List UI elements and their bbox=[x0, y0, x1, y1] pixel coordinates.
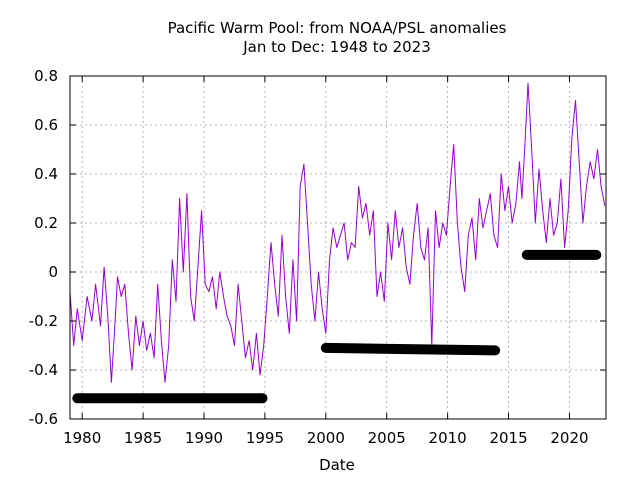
x-tick-label: 1990 bbox=[185, 429, 223, 447]
x-tick-label: 1985 bbox=[124, 429, 162, 447]
y-tick-label: 0.8 bbox=[34, 67, 58, 85]
y-tick-label: -0.2 bbox=[29, 312, 58, 330]
chart-title-line-1: Pacific Warm Pool: from NOAA/PSL anomali… bbox=[168, 19, 507, 37]
plot-frame bbox=[69, 75, 607, 420]
chart-title-line-2: Jan to Dec: 1948 to 2023 bbox=[242, 38, 431, 56]
axis-ticks: 1980 1985 1990 1995 2000 2005 2010 2015 2020 -0.6… bbox=[29, 67, 606, 447]
y-tick-label: 0.4 bbox=[34, 165, 58, 183]
y-tick-label: -0.6 bbox=[29, 410, 58, 428]
y-tick-label: -0.4 bbox=[29, 361, 58, 379]
anomaly-series-line bbox=[69, 82, 606, 383]
x-tick-label: 1995 bbox=[246, 429, 284, 447]
plot-series bbox=[69, 82, 606, 404]
x-tick-label: 2000 bbox=[307, 429, 345, 447]
x-tick-label: 1980 bbox=[63, 429, 101, 447]
y-tick-label: 0.2 bbox=[34, 214, 58, 232]
mean-segment-line-2 bbox=[320, 342, 501, 356]
x-tick-label: 2005 bbox=[368, 429, 406, 447]
y-tick-label: 0 bbox=[48, 263, 58, 281]
x-axis-label: Date bbox=[319, 456, 355, 474]
x-tick-label: 2010 bbox=[429, 429, 467, 447]
x-tick-label: 2015 bbox=[489, 429, 527, 447]
chart-title: Pacific Warm Pool: from NOAA/PSL anomali… bbox=[168, 19, 507, 56]
x-tick-label: 2020 bbox=[550, 429, 588, 447]
y-tick-label: 0.6 bbox=[34, 116, 58, 134]
